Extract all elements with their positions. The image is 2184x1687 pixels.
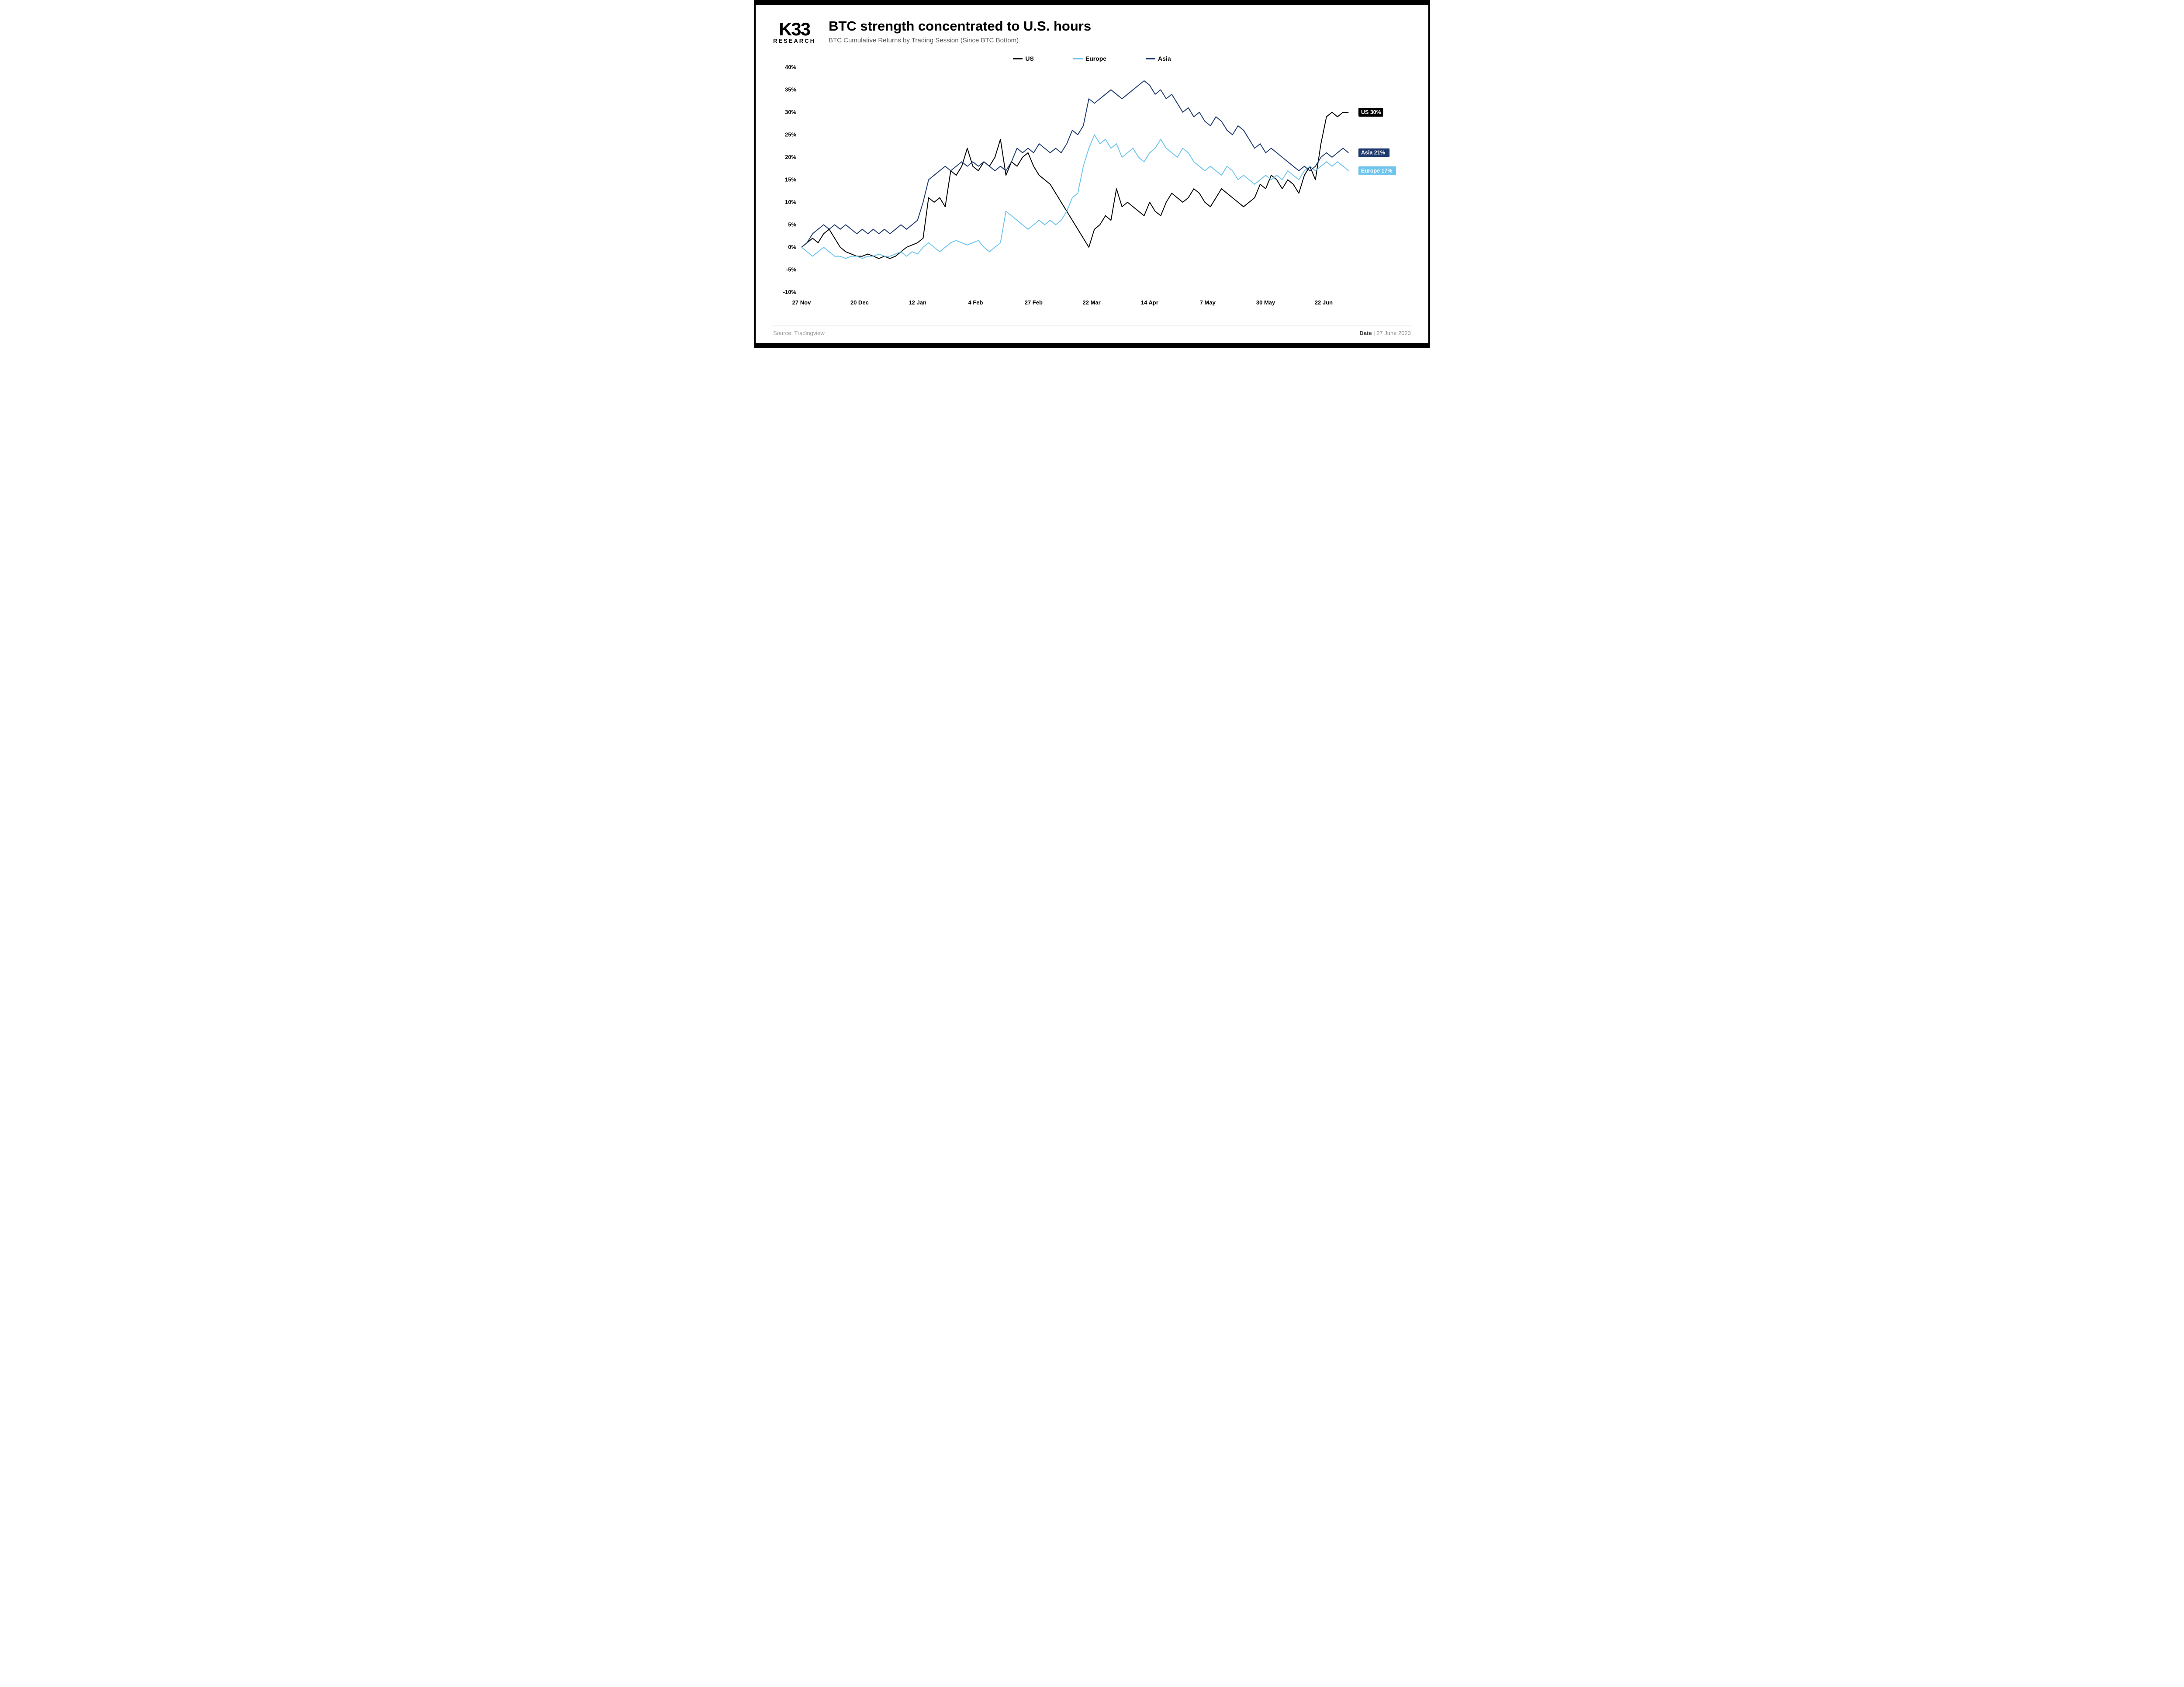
legend-item-asia: Asia	[1146, 55, 1171, 62]
legend-swatch-icon	[1013, 58, 1023, 59]
footer: Source: Tradingview Date | 27 June 2023	[773, 325, 1411, 336]
y-axis-label: 25%	[785, 131, 796, 138]
line-chart: -10% -5% 0% 5% 10% 15% 20% 25% 30% 35% 40% 27 Nov 20…	[773, 63, 1411, 312]
date-block: Date | 27 June 2023	[1359, 330, 1411, 336]
x-axis-label: 22 Jun	[1315, 299, 1333, 306]
x-axis-label: 4 Feb	[968, 299, 983, 306]
source-label: Source: Tradingview	[773, 330, 825, 336]
legend-label: US	[1025, 55, 1033, 62]
y-axis-label: 15%	[785, 176, 796, 183]
y-axis-label: 35%	[785, 86, 796, 93]
chart-area: US Europe Asia -10% -5% 0% 5% 10% 15% 20% 25% 30% 3…	[773, 55, 1411, 312]
brand-main: K33	[779, 21, 810, 38]
y-axis-label: -5%	[786, 266, 797, 273]
legend-item-us: US	[1013, 55, 1033, 62]
chart-title: BTC strength concentrated to U.S. hours	[829, 18, 1411, 34]
y-axis-label: 40%	[785, 64, 796, 70]
legend-item-europe: Europe	[1073, 55, 1106, 62]
header: K33 RESEARCH BTC strength concentrated t…	[773, 18, 1411, 44]
x-axis-label: 22 Mar	[1083, 299, 1101, 306]
chart-frame: K33 RESEARCH BTC strength concentrated t…	[754, 0, 1430, 348]
brand-sub: RESEARCH	[773, 38, 816, 44]
legend: US Europe Asia	[773, 55, 1411, 62]
series-line-asia	[802, 81, 1348, 247]
date-value: 27 June 2023	[1376, 330, 1411, 336]
y-axis-label: 10%	[785, 199, 796, 205]
x-axis-label: 12 Jan	[909, 299, 926, 306]
title-block: BTC strength concentrated to U.S. hours …	[829, 18, 1411, 44]
date-label: Date	[1359, 330, 1372, 336]
x-axis-label: 27 Nov	[792, 299, 811, 306]
end-badge-label-europe: Europe 17%	[1361, 168, 1393, 174]
chart-subtitle: BTC Cumulative Returns by Trading Sessio…	[829, 37, 1411, 44]
y-axis-label: -10%	[783, 289, 797, 295]
x-axis-label: 30 May	[1256, 299, 1275, 306]
x-axis-label: 27 Feb	[1025, 299, 1043, 306]
legend-swatch-icon	[1073, 58, 1083, 59]
legend-swatch-icon	[1146, 58, 1155, 59]
y-axis-label: 30%	[785, 109, 796, 115]
end-badge-label-us: US 30%	[1361, 109, 1381, 115]
y-axis-label: 5%	[788, 221, 796, 228]
brand-logo: K33 RESEARCH	[773, 18, 816, 44]
series-line-us	[802, 112, 1348, 259]
legend-label: Europe	[1085, 55, 1106, 62]
y-axis-label: 0%	[788, 244, 796, 250]
end-badge-label-asia: Asia 21%	[1361, 150, 1385, 156]
x-axis-label: 20 Dec	[850, 299, 869, 306]
legend-label: Asia	[1158, 55, 1171, 62]
x-axis-label: 14 Apr	[1141, 299, 1158, 306]
y-axis-label: 20%	[785, 154, 796, 160]
x-axis-label: 7 May	[1200, 299, 1216, 306]
series-line-europe	[802, 135, 1348, 259]
